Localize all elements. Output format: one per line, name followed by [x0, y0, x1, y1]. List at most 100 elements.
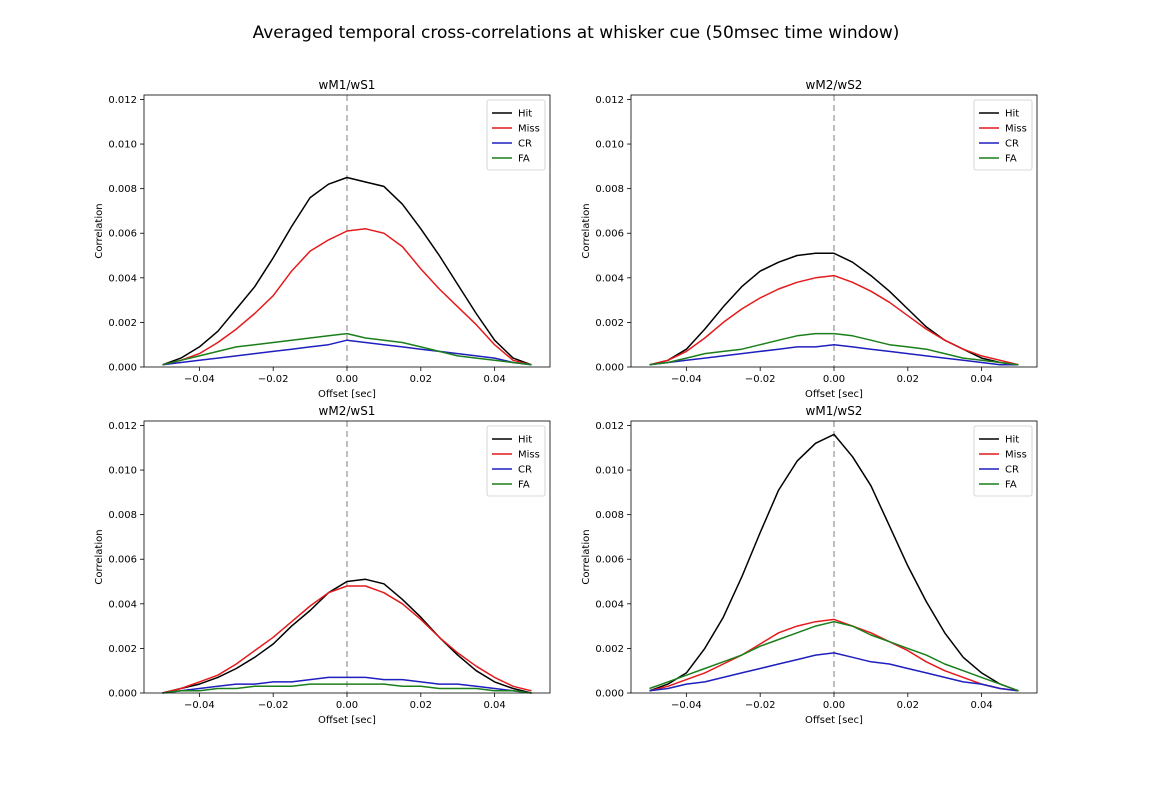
legend-box	[486, 99, 546, 171]
y-tick-label: 0.002	[595, 318, 624, 329]
x-tick-label: −0.04	[671, 700, 702, 711]
x-tick-label: −0.04	[184, 700, 215, 711]
series-line-fa	[649, 620, 1019, 692]
legend-label-hit: Hit	[1005, 109, 1019, 120]
legend-box	[973, 425, 1033, 497]
x-tick-label: −0.02	[745, 700, 776, 711]
y-axis-label: Correlation	[581, 529, 592, 584]
legend: Hit Miss CR FA	[486, 99, 546, 171]
series-line-hit	[162, 578, 532, 694]
x-axis-label: Offset [sec]	[805, 389, 863, 400]
y-tick-label: 0.006	[108, 555, 137, 566]
x-axis-label: Offset [sec]	[318, 389, 376, 400]
subplot-1: wM1/wS1 −0.04 −0.02 0.00 0.02 0.04 0.000 0.002 0…	[94, 78, 551, 400]
legend-label-miss: Miss	[1005, 450, 1027, 461]
subplot-4: wM1/wS2 −0.04 −0.02 0.00 0.02 0.04 0.000 0.002 0…	[581, 404, 1038, 726]
axes-frame	[630, 420, 1038, 694]
y-tick-label: 0.000	[108, 689, 137, 700]
legend-label-fa: FA	[518, 480, 530, 491]
legend-label-miss: Miss	[518, 124, 540, 135]
x-tick-label: 0.02	[410, 374, 432, 385]
x-tick-label: 0.00	[823, 700, 845, 711]
x-tick-label: 0.04	[971, 374, 993, 385]
y-tick-label: 0.004	[108, 599, 137, 610]
x-tick-label: −0.02	[258, 374, 289, 385]
y-tick-label: 0.000	[595, 689, 624, 700]
series-line-miss	[162, 585, 532, 694]
x-tick-label: 0.02	[897, 374, 919, 385]
series-line-cr	[162, 339, 532, 366]
y-tick-label: 0.008	[595, 184, 624, 195]
legend-label-cr: CR	[518, 465, 532, 476]
y-tick-label: 0.006	[595, 229, 624, 240]
x-tick-label: 0.04	[484, 700, 506, 711]
legend-label-fa: FA	[1005, 154, 1017, 165]
x-tick-label: 0.00	[336, 700, 358, 711]
figure-title: Averaged temporal cross-correlations at …	[253, 23, 900, 43]
y-tick-label: 0.008	[108, 184, 137, 195]
legend-label-hit: Hit	[518, 109, 532, 120]
y-tick-label: 0.004	[595, 599, 624, 610]
legend-label-cr: CR	[1005, 465, 1019, 476]
x-tick-label: −0.02	[745, 374, 776, 385]
series-line-cr	[162, 676, 532, 694]
axes-frame	[630, 94, 1038, 368]
series-line-miss	[649, 618, 1019, 692]
subplot-title: wM1/wS1	[319, 78, 376, 92]
legend-box	[973, 99, 1033, 171]
legend-label-fa: FA	[1005, 480, 1017, 491]
legend: Hit Miss CR FA	[486, 425, 546, 497]
legend-box	[486, 425, 546, 497]
legend-label-miss: Miss	[1005, 124, 1027, 135]
x-axis-label: Offset [sec]	[318, 715, 376, 726]
legend: Hit Miss CR FA	[973, 425, 1033, 497]
subplot-3: wM2/wS1 −0.04 −0.02 0.00 0.02 0.04 0.000 0.002 0…	[94, 404, 551, 726]
x-tick-label: 0.04	[971, 700, 993, 711]
subplot-2: wM2/wS2 −0.04 −0.02 0.00 0.02 0.04 0.000 0.002 0…	[581, 78, 1038, 400]
y-axis-label: Correlation	[94, 529, 105, 584]
x-tick-label: −0.02	[258, 700, 289, 711]
legend-label-cr: CR	[518, 139, 532, 150]
y-axis-label: Correlation	[581, 203, 592, 258]
y-tick-label: 0.010	[108, 140, 137, 151]
y-tick-label: 0.004	[108, 273, 137, 284]
y-tick-label: 0.010	[595, 140, 624, 151]
y-tick-label: 0.008	[108, 510, 137, 521]
y-tick-label: 0.012	[595, 95, 624, 106]
x-tick-label: 0.00	[336, 374, 358, 385]
y-tick-label: 0.012	[108, 95, 137, 106]
series-line-fa	[649, 332, 1019, 366]
subplot-title: wM1/wS2	[806, 404, 863, 418]
x-tick-label: −0.04	[184, 374, 215, 385]
y-axis-label: Correlation	[94, 203, 105, 258]
x-tick-label: −0.04	[671, 374, 702, 385]
subplot-title: wM2/wS2	[806, 78, 863, 92]
x-tick-label: 0.02	[897, 700, 919, 711]
y-tick-label: 0.000	[108, 363, 137, 374]
x-tick-label: 0.04	[484, 374, 506, 385]
series-line-cr	[649, 343, 1019, 366]
y-tick-label: 0.002	[108, 644, 137, 655]
x-tick-label: 0.02	[410, 700, 432, 711]
y-tick-label: 0.006	[108, 229, 137, 240]
series-line-cr	[649, 652, 1019, 692]
legend-label-cr: CR	[1005, 139, 1019, 150]
subplot-title: wM2/wS1	[319, 404, 376, 418]
series-line-fa	[162, 332, 532, 366]
legend-label-miss: Miss	[518, 450, 540, 461]
series-line-miss	[162, 228, 532, 366]
legend-label-hit: Hit	[1005, 435, 1019, 446]
y-tick-label: 0.004	[595, 273, 624, 284]
legend: Hit Miss CR FA	[973, 99, 1033, 171]
y-tick-label: 0.008	[595, 510, 624, 521]
axes-frame	[143, 94, 551, 368]
x-axis-label: Offset [sec]	[805, 715, 863, 726]
y-tick-label: 0.000	[595, 363, 624, 374]
axes-frame	[143, 420, 551, 694]
y-tick-label: 0.006	[595, 555, 624, 566]
x-tick-label: 0.00	[823, 374, 845, 385]
series-line-hit	[162, 176, 532, 366]
series-line-fa	[162, 683, 532, 694]
